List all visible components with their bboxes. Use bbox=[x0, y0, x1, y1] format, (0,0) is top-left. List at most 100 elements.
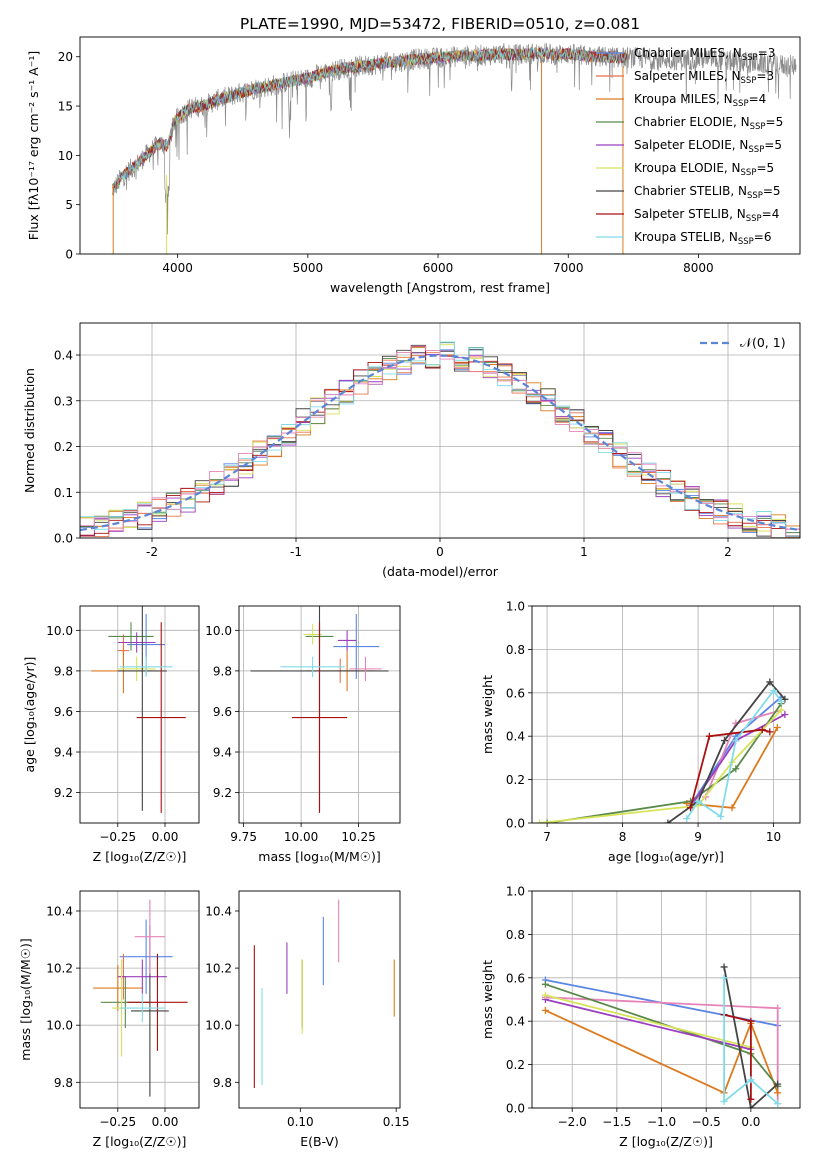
y-tick-label: 10.2 bbox=[205, 962, 232, 976]
weight-point-marker bbox=[774, 1100, 782, 1108]
y-tick-label: 10.0 bbox=[205, 1019, 232, 1033]
y-tick-label: 9.6 bbox=[213, 705, 232, 719]
weight-series-line bbox=[545, 1009, 779, 1095]
y-tick-label: 0.4 bbox=[506, 1015, 525, 1029]
legend-sub: SSP bbox=[742, 53, 758, 63]
weight-point-marker bbox=[705, 732, 713, 740]
weight-point-marker bbox=[720, 1097, 728, 1105]
age_weight-plot-area bbox=[536, 678, 789, 823]
gaussian-curve bbox=[80, 354, 800, 532]
y-tick-label: 9.2 bbox=[54, 786, 73, 800]
weight-point-marker bbox=[766, 678, 774, 686]
figure-title: PLATE=1990, MJD=53472, FIBERID=0510, z=0… bbox=[240, 15, 640, 33]
y-tick-label: 10.4 bbox=[46, 904, 73, 918]
residuals-panel: -2 -1 0 1 2 0.0 0.1 0.2 0.3 0.4 (data-model)/error… bbox=[22, 322, 801, 579]
x-axis-label: (data-model)/error bbox=[382, 564, 499, 579]
plot-frame bbox=[79, 890, 200, 1109]
y-tick-label: 15 bbox=[58, 100, 73, 114]
weight-series-line bbox=[689, 728, 771, 809]
plot-frame bbox=[238, 890, 401, 1109]
y-tick-label: 9.8 bbox=[54, 664, 73, 678]
legend-sub: SSP bbox=[748, 145, 764, 155]
x-tick-label: 0.00 bbox=[152, 830, 179, 844]
y-tick-label: 10.4 bbox=[205, 904, 232, 918]
y-tick-label: 0.0 bbox=[506, 1102, 525, 1116]
x-tick-label: −0.25 bbox=[99, 1115, 136, 1129]
y-tick-label: 0.6 bbox=[506, 971, 525, 985]
x-tick-label: 10.25 bbox=[341, 830, 375, 844]
legend-entry: Salpeter STELIB, NSSP=4 bbox=[634, 207, 779, 224]
legend-entry: Kroupa MILES, NSSP=4 bbox=[634, 92, 766, 109]
weight-point-marker bbox=[747, 1017, 755, 1025]
legend-value: =3 bbox=[756, 69, 774, 83]
y-tick-label: 0.8 bbox=[506, 928, 525, 942]
weight-series-line bbox=[539, 709, 782, 823]
ebv_mass-panel: 0.10 0.15 9.8 10.0 10.2 10.4 E(B-V) bbox=[205, 890, 410, 1149]
legend-label: Kroupa ELODIE, N bbox=[634, 161, 741, 175]
y-tick-label: 10.0 bbox=[46, 624, 73, 638]
x-tick-label: 9.75 bbox=[230, 830, 257, 844]
weight-point-marker bbox=[541, 1006, 549, 1014]
x-tick-label: −0.5 bbox=[692, 1115, 721, 1129]
legend-entry: Chabrier ELODIE, NSSP=5 bbox=[634, 115, 783, 132]
legend-entry: Salpeter ELODIE, NSSP=5 bbox=[634, 138, 782, 155]
x-tick-label: −1.0 bbox=[647, 1115, 676, 1129]
weight-point-marker bbox=[720, 974, 728, 982]
x-tick-label: 1 bbox=[580, 545, 588, 559]
x-axis-label: wavelength [Angstrom, rest frame] bbox=[330, 280, 550, 295]
legend-label: Salpeter STELIB, N bbox=[634, 207, 746, 221]
y-tick-label: 10 bbox=[58, 149, 73, 163]
y-tick-label: 9.4 bbox=[213, 746, 232, 760]
x-axis-label: age [log₁₀(age/yr)] bbox=[608, 849, 724, 864]
y-tick-label: 0 bbox=[65, 248, 73, 262]
weight-point-marker bbox=[770, 687, 778, 695]
legend-value: =5 bbox=[763, 184, 781, 198]
mass_age-panel: 9.75 10.00 10.25 9.2 9.4 9.6 9.8 10.0 mass [log₁… bbox=[205, 605, 401, 864]
weight-series-line bbox=[546, 703, 782, 823]
legend-value: =5 bbox=[766, 115, 784, 129]
y-tick-label: 0.8 bbox=[506, 643, 525, 657]
weight-point-marker bbox=[694, 797, 702, 805]
weight-point-marker bbox=[728, 804, 736, 812]
residuals-plot-area bbox=[80, 341, 800, 538]
weight-point-marker bbox=[774, 1089, 782, 1097]
z_mass-panel: −0.25 0.00 9.8 10.0 10.2 10.4 Z [log₁₀(Z/Z☉)] m… bbox=[18, 890, 200, 1149]
weight-point-marker bbox=[721, 737, 729, 745]
x-tick-label: 8000 bbox=[683, 261, 714, 275]
legend-sub: SSP bbox=[747, 191, 763, 201]
legend-sub: SSP bbox=[750, 122, 766, 132]
x-axis-label: Z [log₁₀(Z/Z☉)] bbox=[93, 1134, 187, 1149]
model-spectrum-line bbox=[112, 47, 628, 195]
age_weight-panel: 7 8 9 10 0.0 0.2 0.4 0.6 0.8 1.0 age [log₁₀(age/yr… bbox=[480, 600, 801, 864]
legend-sub: SSP bbox=[741, 76, 757, 86]
spectrum-plot-area bbox=[112, 42, 797, 254]
x-tick-label: 0.10 bbox=[287, 1115, 314, 1129]
x-axis-label: E(B-V) bbox=[300, 1134, 339, 1149]
weight-series-line bbox=[545, 998, 752, 1051]
legend-label: Kroupa STELIB, N bbox=[634, 230, 738, 244]
x-tick-label: -2 bbox=[146, 545, 158, 559]
legend-entry: Chabrier MILES, NSSP=3 bbox=[634, 46, 775, 63]
y-tick-label: 10.0 bbox=[205, 624, 232, 638]
weight-point-marker bbox=[777, 706, 785, 714]
legend-value: =3 bbox=[758, 46, 776, 60]
mass_age-plot-area bbox=[250, 606, 389, 813]
legend-entry: Chabrier STELIB, NSSP=5 bbox=[634, 184, 781, 201]
y-tick-label: 10.2 bbox=[46, 962, 73, 976]
weight-point-marker bbox=[720, 963, 728, 971]
x-tick-label: 2 bbox=[724, 545, 732, 559]
x-tick-label: −1.5 bbox=[602, 1115, 631, 1129]
y-tick-label: 9.4 bbox=[54, 746, 73, 760]
legend-label: Salpeter MILES, N bbox=[634, 69, 741, 83]
weight-point-marker bbox=[683, 815, 691, 823]
plot-frame bbox=[238, 605, 401, 824]
y-axis-label: mass weight bbox=[480, 960, 495, 1039]
legend-entry: Salpeter MILES, NSSP=3 bbox=[634, 69, 774, 86]
legend-sub: SSP bbox=[733, 99, 749, 109]
weight-point-marker bbox=[777, 697, 785, 705]
y-tick-label: 1.0 bbox=[506, 885, 525, 899]
y-tick-label: 0.4 bbox=[54, 349, 73, 363]
legend-label: Chabrier ELODIE, N bbox=[634, 115, 750, 129]
y-axis-label: age [log₁₀(age/yr)] bbox=[22, 657, 37, 773]
